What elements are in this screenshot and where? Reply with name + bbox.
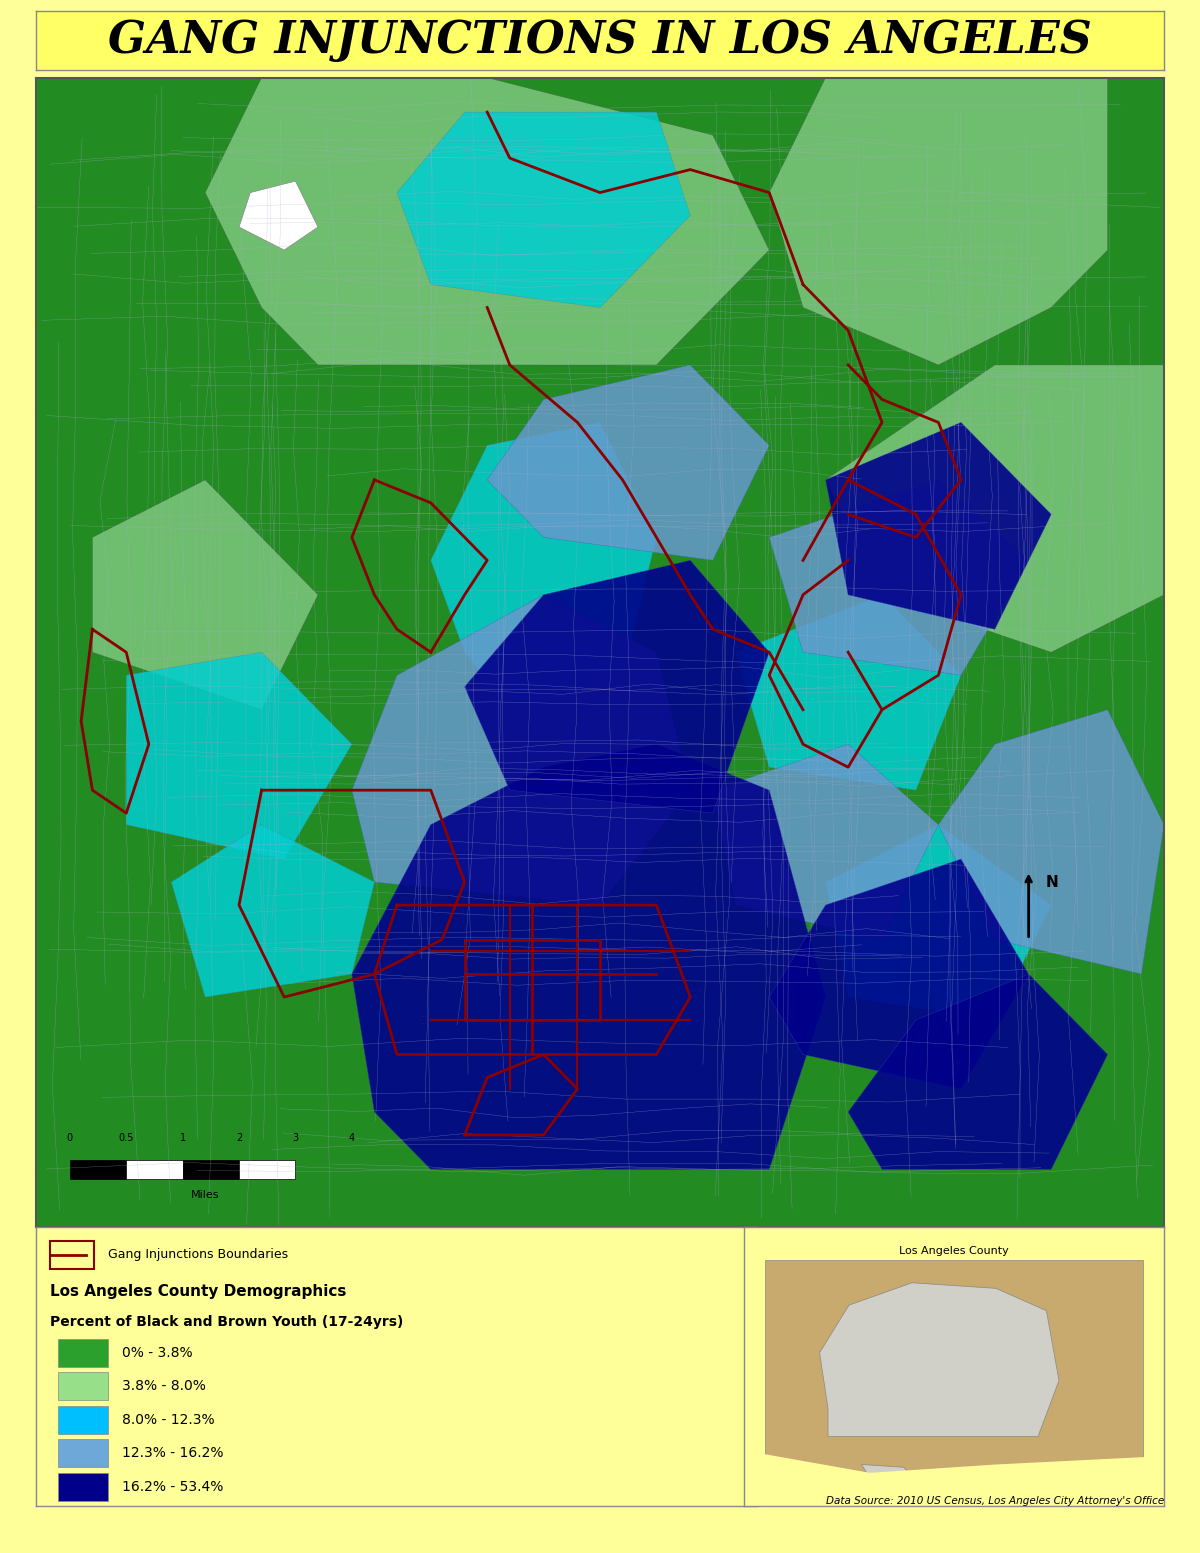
Text: 0.5: 0.5: [119, 1132, 134, 1143]
Text: Miles: Miles: [191, 1190, 220, 1200]
Text: 16.2% - 53.4%: 16.2% - 53.4%: [122, 1480, 223, 1494]
Text: N: N: [1045, 874, 1058, 890]
Bar: [126, 1160, 182, 1179]
Text: 8.0% - 12.3%: 8.0% - 12.3%: [122, 1413, 215, 1427]
Bar: [58, 1472, 108, 1500]
Text: Data Source: 2010 US Census, Los Angeles City Attorney's Office: Data Source: 2010 US Census, Los Angeles…: [826, 1497, 1164, 1506]
Bar: [58, 1339, 108, 1367]
Polygon shape: [769, 859, 1028, 1089]
Bar: [58, 1440, 108, 1468]
Polygon shape: [487, 365, 769, 561]
Polygon shape: [352, 595, 690, 905]
Polygon shape: [205, 78, 769, 365]
Text: 12.3% - 16.2%: 12.3% - 16.2%: [122, 1446, 224, 1460]
Text: Los Angeles County: Los Angeles County: [899, 1247, 1009, 1256]
Bar: [58, 1405, 108, 1433]
Text: 4: 4: [349, 1132, 355, 1143]
Polygon shape: [713, 744, 938, 940]
Text: 0% - 3.8%: 0% - 3.8%: [122, 1345, 193, 1360]
Text: 3.8% - 8.0%: 3.8% - 8.0%: [122, 1379, 206, 1393]
Polygon shape: [826, 422, 1051, 629]
Bar: [70, 1160, 126, 1179]
Text: 2: 2: [236, 1132, 242, 1143]
Polygon shape: [352, 744, 826, 1169]
Text: 0: 0: [67, 1132, 73, 1143]
Polygon shape: [769, 78, 1108, 365]
Polygon shape: [431, 422, 656, 710]
Text: Los Angeles County Demographics: Los Angeles County Demographics: [50, 1284, 347, 1298]
Text: Gang Injunctions Boundaries: Gang Injunctions Boundaries: [108, 1249, 288, 1261]
Polygon shape: [736, 595, 961, 790]
Polygon shape: [848, 974, 1108, 1169]
Text: 1: 1: [180, 1132, 186, 1143]
Bar: [58, 1373, 108, 1401]
Polygon shape: [744, 1451, 1164, 1506]
Polygon shape: [769, 480, 1028, 676]
Polygon shape: [172, 825, 374, 997]
Bar: [239, 1160, 295, 1179]
Text: 3: 3: [293, 1132, 299, 1143]
Bar: [50, 1241, 94, 1269]
Polygon shape: [126, 652, 352, 859]
Polygon shape: [239, 182, 318, 250]
Text: GANG INJUNCTIONS IN LOS ANGELES: GANG INJUNCTIONS IN LOS ANGELES: [108, 19, 1092, 62]
Polygon shape: [820, 1283, 1060, 1437]
Polygon shape: [397, 112, 690, 307]
Polygon shape: [766, 1261, 1142, 1492]
Text: Percent of Black and Brown Youth (17-24yrs): Percent of Black and Brown Youth (17-24y…: [50, 1315, 403, 1329]
Polygon shape: [464, 561, 769, 814]
Polygon shape: [938, 710, 1164, 974]
Polygon shape: [826, 365, 1164, 652]
Polygon shape: [92, 480, 318, 710]
Bar: [182, 1160, 239, 1179]
Polygon shape: [826, 825, 1051, 1020]
Polygon shape: [862, 1464, 920, 1485]
